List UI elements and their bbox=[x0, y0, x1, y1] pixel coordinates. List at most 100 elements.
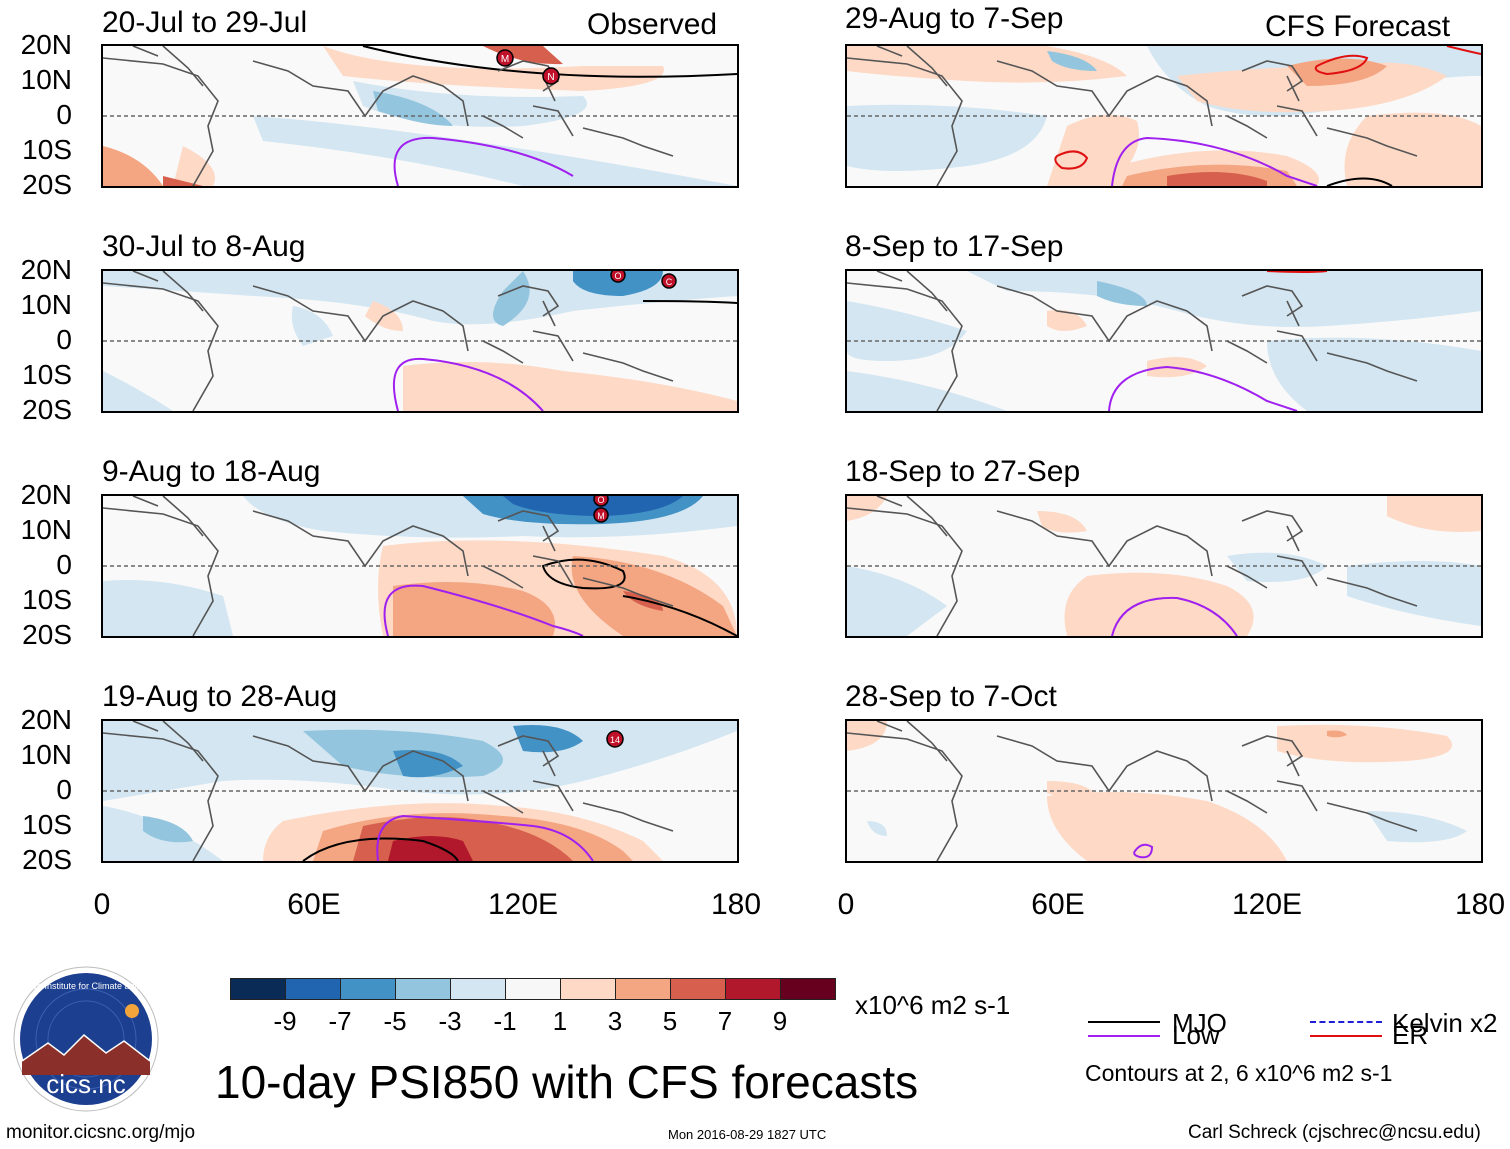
legend-line-kelvin bbox=[1310, 1021, 1382, 1023]
lat-label-0: 0 bbox=[56, 324, 72, 355]
main-title: 10-day PSI850 with CFS forecasts bbox=[215, 1056, 919, 1108]
lon-label-180: 180 bbox=[1454, 888, 1506, 921]
colorbar-tick: 5 bbox=[662, 1006, 678, 1036]
panel-title-forecast-4: 28-Sep to 7-Oct bbox=[845, 680, 1057, 713]
storm-marker-c: C bbox=[661, 273, 677, 289]
map-observed-2: O C bbox=[101, 269, 739, 413]
legend-line-mjo bbox=[1088, 1021, 1160, 1023]
observed-label: Observed bbox=[587, 8, 718, 41]
svg-text:M: M bbox=[501, 54, 509, 65]
svg-text:cics.nc: cics.nc bbox=[46, 1069, 125, 1099]
lat-label-10n: 10N bbox=[20, 289, 72, 320]
storm-marker-n: N bbox=[542, 67, 560, 85]
lat-label-10n: 10N bbox=[20, 64, 72, 95]
lat-label-10s: 10S bbox=[22, 584, 72, 615]
lon-label-60e: 60E bbox=[287, 888, 341, 921]
colorbar-cell bbox=[780, 978, 836, 1000]
coastlines-observed-1 bbox=[103, 46, 674, 186]
footer-timestamp: Mon 2016-08-29 1827 UTC bbox=[668, 1127, 827, 1142]
lon-label-0: 0 bbox=[93, 888, 111, 921]
map-observed-3: O M bbox=[101, 494, 739, 638]
panel-title-forecast-1: 29-Aug to 7-Sep bbox=[845, 2, 1064, 35]
legend-label-kelvin: Kelvin x2 bbox=[1392, 1008, 1498, 1038]
legend-label-low: Low bbox=[1172, 1020, 1220, 1050]
panel-title-observed-1: 20-Jul to 29-Jul bbox=[102, 6, 308, 39]
svg-text:M: M bbox=[597, 511, 605, 521]
lat-label-10s: 10S bbox=[22, 809, 72, 840]
coastlines-forecast-2 bbox=[847, 271, 1418, 411]
coastlines-forecast-1 bbox=[847, 46, 1418, 186]
colorbar-tick: 9 bbox=[772, 1006, 788, 1036]
colorbar-tick: -3 bbox=[438, 1006, 462, 1036]
lat-label-0: 0 bbox=[56, 774, 72, 805]
panel-title-observed-3: 9-Aug to 18-Aug bbox=[102, 455, 321, 488]
storm-marker-m2: M bbox=[593, 507, 609, 523]
colorbar-cell bbox=[230, 978, 286, 1000]
lon-label-0: 0 bbox=[837, 888, 855, 921]
footer-url[interactable]: monitor.cicsnc.org/mjo bbox=[6, 1122, 196, 1143]
colorbar-cell bbox=[395, 978, 451, 1000]
lat-label-20n: 20N bbox=[20, 254, 72, 285]
storm-marker-14: 14 bbox=[606, 730, 624, 748]
colorbar-tick: -5 bbox=[383, 1006, 407, 1036]
lat-label-10s: 10S bbox=[22, 359, 72, 390]
lat-label-20s: 20S bbox=[22, 169, 72, 200]
cics-logo: cics.nc Cooperative Institute for Climat… bbox=[0, 965, 179, 1113]
colorbar-cell bbox=[505, 978, 561, 1000]
colorbar-cell bbox=[560, 978, 616, 1000]
legend-line-er bbox=[1310, 1035, 1382, 1037]
lat-label-20n: 20N bbox=[20, 704, 72, 735]
legend-label-mjo: MJO bbox=[1172, 1008, 1227, 1038]
lon-label-60e: 60E bbox=[1031, 888, 1085, 921]
footer-author: Carl Schreck (cjschrec@ncsu.edu) bbox=[1188, 1122, 1481, 1143]
colorbar-cell bbox=[725, 978, 781, 1000]
lat-label-10n: 10N bbox=[20, 514, 72, 545]
lon-label-120e: 120E bbox=[1231, 888, 1303, 921]
lon-label-180: 180 bbox=[710, 888, 762, 921]
svg-text:O: O bbox=[597, 496, 604, 505]
panel-title-forecast-3: 18-Sep to 27-Sep bbox=[845, 455, 1081, 488]
coastlines-forecast-4 bbox=[847, 721, 1418, 861]
coastlines-observed-2 bbox=[103, 271, 674, 411]
colorbar-cell bbox=[340, 978, 396, 1000]
map-forecast-4 bbox=[845, 719, 1483, 863]
lat-label-20s: 20S bbox=[22, 394, 72, 425]
svg-text:14: 14 bbox=[610, 735, 620, 745]
lat-label-20n: 20N bbox=[20, 479, 72, 510]
svg-text:C: C bbox=[666, 277, 673, 287]
colorbar-cell bbox=[285, 978, 341, 1000]
lat-label-20n: 20N bbox=[20, 29, 72, 60]
legend-label-er: ER bbox=[1392, 1020, 1429, 1050]
forecast-label: CFS Forecast bbox=[1265, 10, 1451, 43]
colorbar-cell bbox=[615, 978, 671, 1000]
coastlines-observed-4 bbox=[103, 721, 674, 861]
storm-marker-o2: O bbox=[593, 496, 609, 507]
panel-title-observed-4: 19-Aug to 28-Aug bbox=[102, 680, 338, 713]
colorbar-units: x10^6 m2 s-1 bbox=[855, 990, 1011, 1020]
storm-marker-o: O bbox=[610, 271, 626, 283]
legend-line-low bbox=[1088, 1035, 1160, 1037]
svg-text:Cooperative Institute for Clim: Cooperative Institute for Climate and Sa… bbox=[12, 981, 160, 991]
colorbar-tick: -7 bbox=[328, 1006, 352, 1036]
colorbar-tick: 3 bbox=[607, 1006, 623, 1036]
svg-text:O: O bbox=[614, 271, 621, 281]
colorbar-tick: -1 bbox=[493, 1006, 517, 1036]
coastlines-observed-3 bbox=[103, 496, 674, 636]
colorbar-cell bbox=[670, 978, 726, 1000]
map-forecast-2 bbox=[845, 269, 1483, 413]
lon-label-120e: 120E bbox=[487, 888, 559, 921]
map-forecast-3 bbox=[845, 494, 1483, 638]
colorbar-tick: 7 bbox=[717, 1006, 733, 1036]
lat-label-20s: 20S bbox=[22, 844, 72, 875]
coastlines-forecast-3 bbox=[847, 496, 1418, 636]
map-observed-1: M N bbox=[101, 44, 739, 188]
colorbar-cell bbox=[450, 978, 506, 1000]
colorbar-tick: -9 bbox=[273, 1006, 297, 1036]
lat-label-0: 0 bbox=[56, 549, 72, 580]
lat-label-10s: 10S bbox=[22, 134, 72, 165]
legend-contour-note: Contours at 2, 6 x10^6 m2 s-1 bbox=[1085, 1060, 1393, 1086]
map-forecast-1 bbox=[845, 44, 1483, 188]
lat-label-20s: 20S bbox=[22, 619, 72, 650]
panel-title-observed-2: 30-Jul to 8-Aug bbox=[102, 230, 306, 263]
storm-marker-m: M bbox=[496, 49, 514, 67]
